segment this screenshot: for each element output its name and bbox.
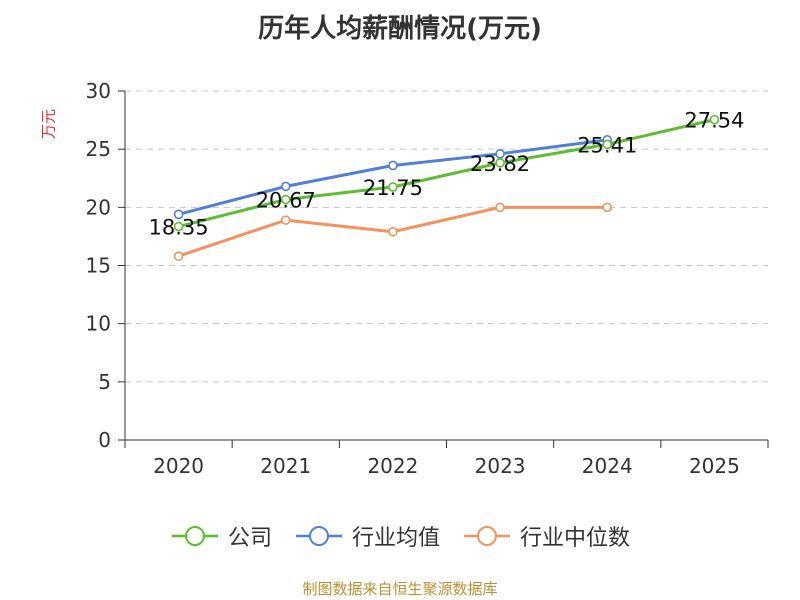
- legend: 公司 行业均值 行业中位数: [0, 520, 800, 552]
- legend-item[interactable]: 行业均值: [294, 520, 440, 552]
- data-label: 20.67: [256, 189, 316, 213]
- data-label: 27.54: [684, 109, 744, 133]
- legend-item[interactable]: 公司: [170, 520, 272, 552]
- y-tick-label: 15: [86, 254, 111, 278]
- chart-title: 历年人均薪酬情况(万元): [258, 14, 542, 44]
- data-point: [495, 202, 505, 213]
- data-label: 18.35: [149, 216, 209, 240]
- data-point: [173, 221, 184, 232]
- data-label: 21.75: [363, 176, 423, 200]
- source-note: 制图数据来自恒生聚源数据库: [302, 580, 498, 598]
- data-point: [280, 215, 291, 225]
- x-tick-label: 2020: [153, 454, 204, 478]
- y-tick-label: 20: [86, 195, 111, 219]
- data-label: 23.82: [470, 152, 530, 176]
- data-point: [173, 251, 184, 261]
- legend-label: 行业均值: [351, 526, 440, 551]
- legend-line-icon: [295, 526, 342, 546]
- x-tick-label: 2021: [260, 454, 311, 478]
- x-tick-label: 2023: [475, 454, 526, 478]
- legend-line-icon: [171, 526, 218, 546]
- data-point: [173, 209, 184, 220]
- legend-line-icon: [464, 526, 510, 546]
- data-point: [602, 139, 613, 150]
- y-tick-label: 5: [98, 370, 111, 394]
- data-point: [602, 202, 613, 213]
- series-line: [177, 118, 716, 229]
- data-point: [495, 149, 505, 159]
- legend-label: 公司: [227, 526, 272, 551]
- data-point: [709, 114, 720, 125]
- data-point: [388, 226, 398, 237]
- y-tick-label: 0: [98, 428, 111, 452]
- x-tick-label: 2022: [367, 454, 418, 478]
- x-tick-label: 2025: [689, 454, 740, 478]
- data-point: [388, 160, 398, 171]
- data-point: [388, 182, 398, 192]
- x-tick-label: 2024: [582, 454, 633, 478]
- data-point: [280, 181, 291, 192]
- y-tick-label: 30: [86, 79, 111, 103]
- legend-item[interactable]: 行业中位数: [462, 520, 630, 552]
- y-tick-label: 10: [86, 312, 111, 336]
- data-label: 25.41: [577, 133, 637, 157]
- y-tick-label: 25: [86, 137, 111, 161]
- data-point: [280, 194, 291, 205]
- legend-label: 行业中位数: [520, 526, 631, 551]
- data-point: [495, 158, 505, 168]
